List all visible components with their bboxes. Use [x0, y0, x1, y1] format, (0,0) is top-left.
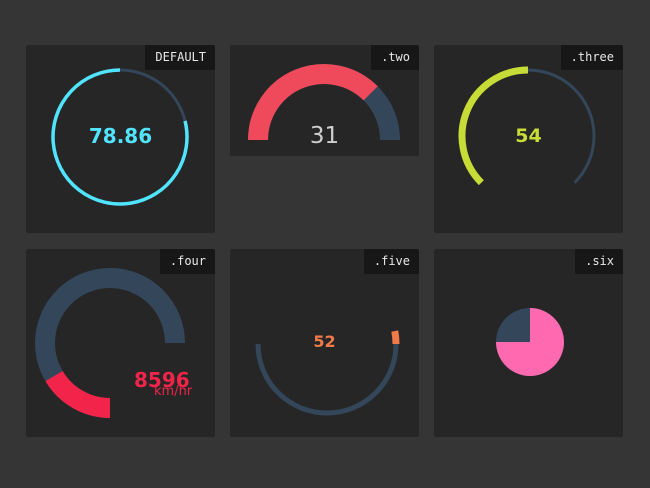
gauge-value: 8596 — [134, 368, 190, 392]
gauge-six — [496, 308, 564, 376]
gauge-value-arc — [458, 66, 529, 186]
gauge-three — [458, 66, 596, 186]
gauge-value-arc — [45, 370, 111, 418]
gauge-card-two: .two 31 — [230, 45, 419, 156]
gauge-value-slice — [496, 308, 564, 376]
gauge-default — [51, 68, 189, 206]
gauge-value: 52 — [313, 332, 336, 351]
gauge-tag: .five — [363, 249, 419, 274]
gauge-card-six: .six — [434, 249, 623, 437]
gauge-five — [255, 330, 400, 416]
gauge-card-four: .four 8596 km/hr — [26, 249, 215, 437]
gauge-card-default: DEFAULT 78.86 — [26, 45, 215, 233]
gauge-value: 54 — [515, 125, 542, 147]
gauge-value: 31 — [309, 123, 340, 149]
gauge-tag: .two — [371, 45, 419, 70]
gauge-value-arc — [51, 68, 189, 206]
gauge-tag: DEFAULT — [145, 45, 215, 70]
gauge-tag: .six — [575, 249, 623, 274]
gauge-card-three: .three 54 — [434, 45, 623, 233]
gauge-four — [35, 268, 185, 418]
gauge-tag: .three — [560, 45, 623, 70]
gauge-value-arc — [248, 64, 378, 141]
gauge-card-five: .five 52 — [230, 249, 419, 437]
gauge-value-arc — [391, 330, 400, 345]
gauge-two — [248, 64, 400, 141]
gauge-value: 78.86 — [88, 124, 153, 148]
gauge-tag: .four — [159, 249, 215, 274]
gauge-unit: km/hr — [154, 384, 193, 399]
gauge-track — [255, 343, 399, 416]
